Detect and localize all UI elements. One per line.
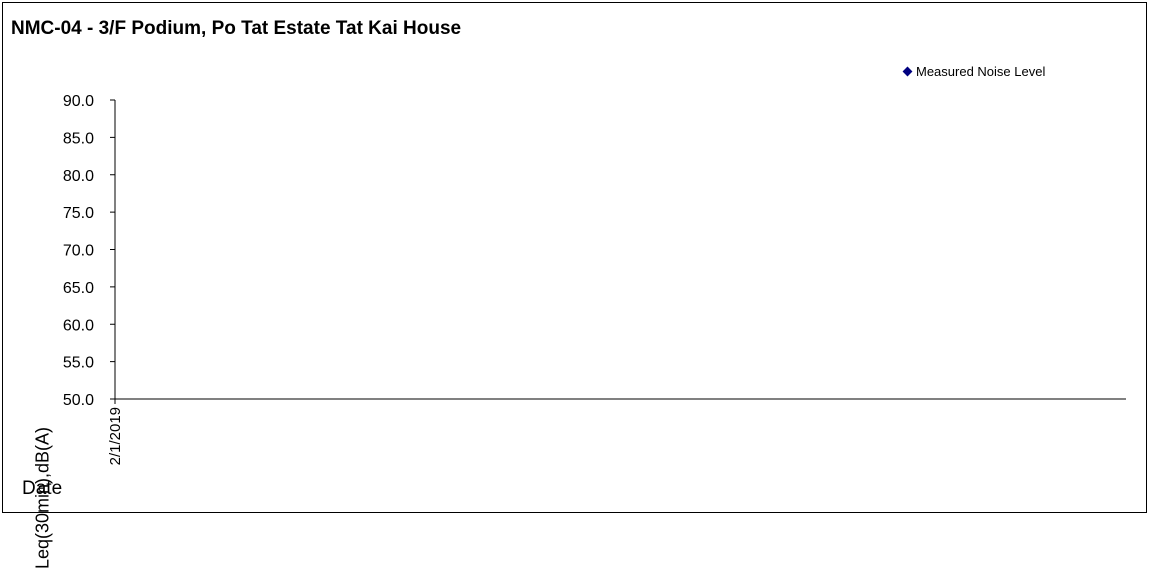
x-tick-label: 2/1/2019 [107, 407, 124, 465]
x-axis-label: Date [22, 478, 63, 499]
chart-frame [2, 2, 1147, 513]
y-tick-label: 70.0 [63, 243, 94, 260]
y-tick-label: 65.0 [63, 280, 94, 297]
legend-label: Measured Noise Level [916, 64, 1046, 79]
y-tick-label: 60.0 [63, 317, 94, 334]
y-tick-label: 50.0 [63, 392, 94, 409]
y-tick-label: 90.0 [63, 93, 94, 110]
y-tick-label: 75.0 [63, 205, 94, 222]
y-tick-label: 80.0 [63, 168, 94, 185]
plot-area: 50.0 55.0 60.0 65.0 70.0 75.0 80.0 85.0 90.0 2/1/… [63, 93, 1126, 465]
chart-title: NMC-04 - 3/F Podium, Po Tat Estate Tat K… [11, 18, 462, 39]
y-tick-label: 85.0 [63, 130, 94, 147]
y-tick-label: 55.0 [63, 355, 94, 372]
legend: Measured Noise Level [902, 64, 1046, 79]
